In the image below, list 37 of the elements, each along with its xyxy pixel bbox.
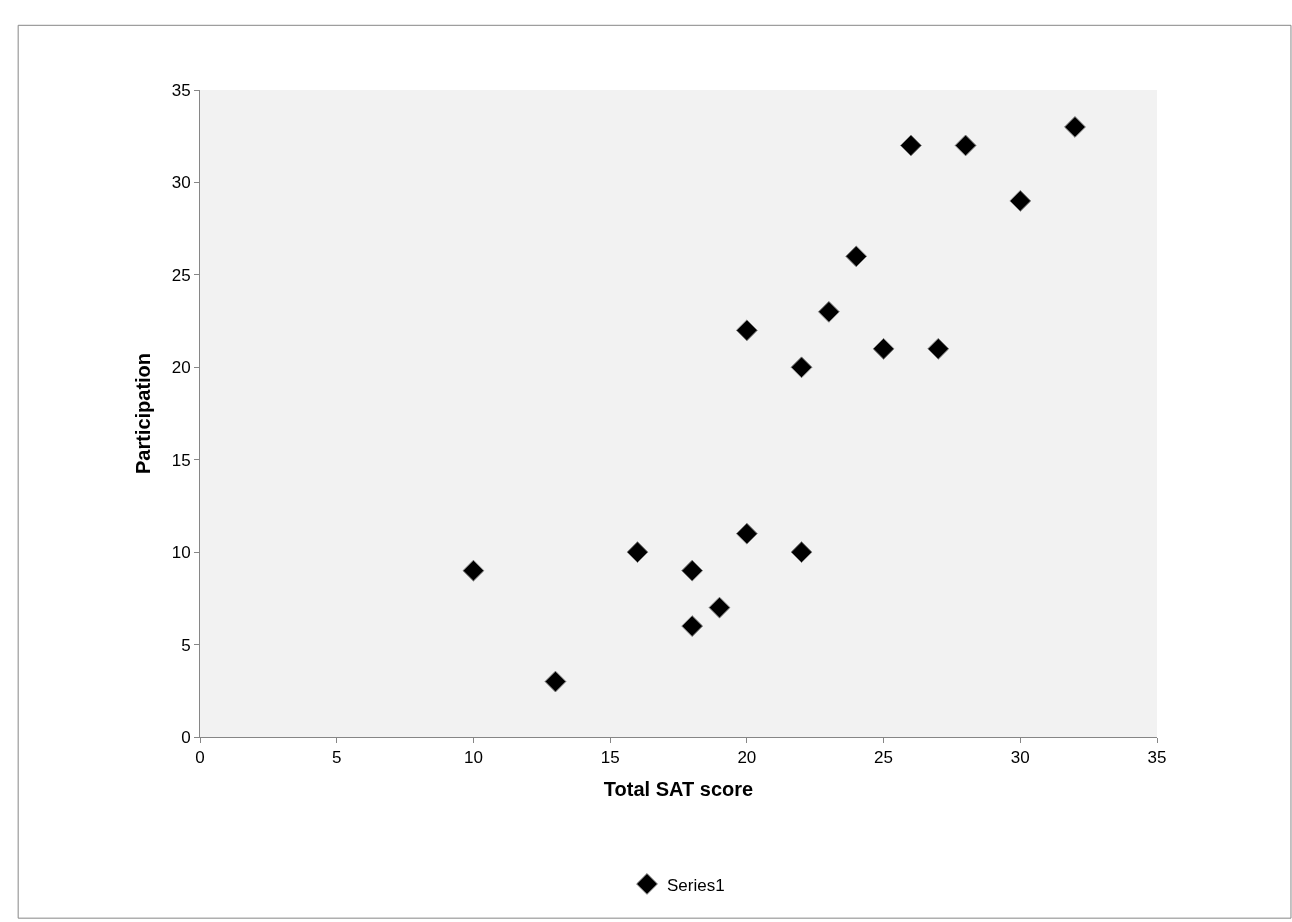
x-tick-label: 0 [195, 748, 205, 768]
point [927, 337, 950, 360]
y-tick-label: 30 [171, 173, 191, 193]
point [626, 541, 649, 564]
y-axis-title: Participation [132, 352, 155, 475]
y-tick-label: 35 [171, 80, 191, 100]
point [900, 134, 922, 157]
point [845, 245, 868, 268]
point [708, 596, 731, 619]
point [790, 541, 813, 564]
x-tick-label: 10 [463, 748, 483, 768]
x-tick-label: 15 [600, 748, 620, 768]
point [817, 300, 840, 323]
x-tick-label: 30 [1010, 748, 1030, 768]
y-tick-label: 10 [171, 543, 191, 563]
x-tick-label: 20 [737, 748, 757, 768]
point [872, 337, 895, 360]
point [681, 559, 704, 582]
point [1064, 116, 1086, 138]
x-tick-label: 25 [874, 748, 894, 768]
point [790, 356, 813, 379]
point [735, 319, 758, 342]
point [1009, 190, 1032, 212]
y-tick-label: 0 [181, 727, 191, 747]
y-tick-label: 15 [171, 450, 191, 470]
x-tick-label: 35 [1147, 748, 1167, 768]
point [735, 522, 758, 545]
y-tick-label: 20 [171, 358, 191, 378]
point [544, 670, 567, 693]
point [462, 559, 485, 582]
y-tick-label: 5 [181, 635, 191, 655]
point [954, 134, 977, 157]
x-tick-label: 5 [331, 748, 342, 768]
legend-label: Series1 [667, 875, 725, 895]
point [681, 615, 704, 637]
y-tick-label: 25 [171, 265, 191, 285]
x-axis-title: Total SAT score [603, 777, 754, 800]
